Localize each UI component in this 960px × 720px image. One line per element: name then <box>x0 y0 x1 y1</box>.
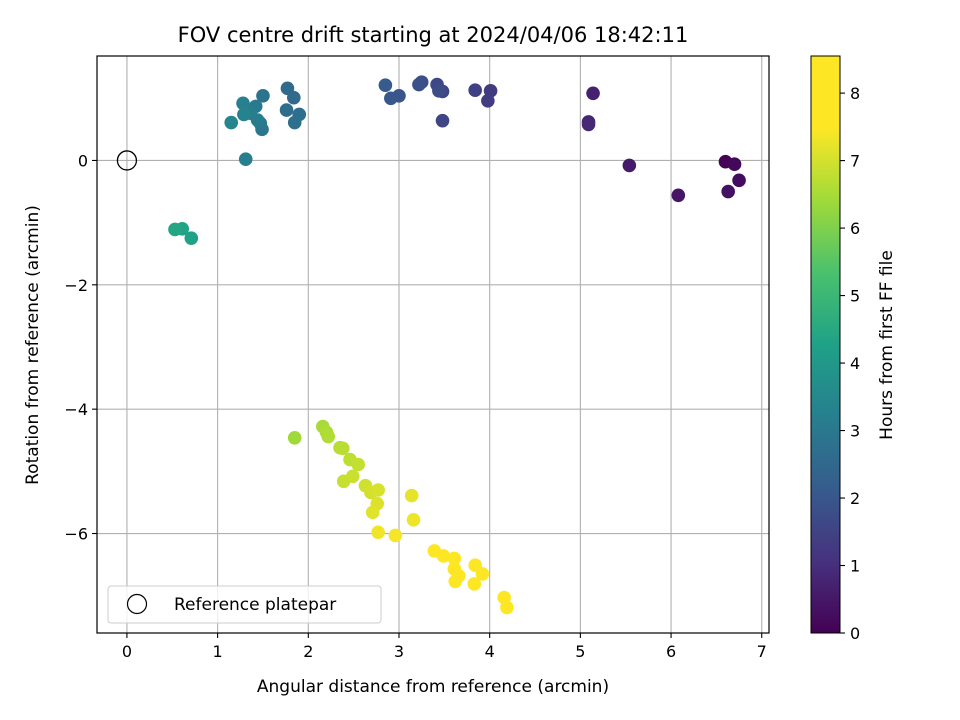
data-point <box>448 574 463 589</box>
data-point <box>404 488 419 503</box>
x-tick-label: 2 <box>303 642 313 661</box>
x-tick-label: 3 <box>394 642 404 661</box>
data-point <box>721 184 735 199</box>
colorbar-tick-label: 7 <box>850 152 860 171</box>
y-tick-label: −6 <box>64 525 88 544</box>
grid-lines <box>97 56 769 633</box>
x-tick-label: 5 <box>575 642 585 661</box>
data-point <box>378 78 393 93</box>
data-point <box>436 549 451 563</box>
data-point <box>371 525 385 540</box>
data-point <box>279 103 294 117</box>
legend: Reference platepar <box>107 585 382 624</box>
data-point <box>500 600 514 615</box>
data-point <box>622 158 637 173</box>
x-tick-label: 7 <box>757 642 767 661</box>
y-axis-label: Rotation from reference (arcmin) <box>23 205 43 485</box>
data-point <box>671 188 686 203</box>
data-point <box>237 107 251 122</box>
x-axis-label: Angular distance from reference (arcmin) <box>257 677 609 697</box>
data-point <box>184 231 199 245</box>
colorbar-tick-label: 6 <box>850 219 860 238</box>
data-point <box>287 115 302 130</box>
data-point <box>335 441 350 456</box>
legend-box <box>107 585 382 624</box>
scatter-points <box>168 75 746 615</box>
y-tick-label: 0 <box>78 151 88 170</box>
data-point <box>371 483 385 497</box>
data-point <box>384 91 398 106</box>
data-point <box>475 567 490 581</box>
colorbar-tick-label: 2 <box>850 489 860 508</box>
data-point <box>351 457 365 472</box>
data-point <box>321 429 336 444</box>
data-point <box>388 528 403 543</box>
data-point <box>586 86 600 101</box>
x-axis-ticks: 0 1 2 3 4 5 6 7 <box>122 633 767 661</box>
data-point <box>224 115 239 130</box>
data-point <box>412 77 426 92</box>
data-point <box>287 430 302 445</box>
colorbar-label: Hours from first FF file <box>877 250 897 440</box>
y-tick-label: −2 <box>64 276 88 295</box>
data-point <box>236 96 250 111</box>
chart-title: FOV centre drift starting at 2024/04/06 … <box>178 23 689 47</box>
legend-marker-reference <box>126 593 148 615</box>
data-point <box>481 93 495 108</box>
data-point <box>447 551 462 566</box>
y-tick-label: −4 <box>64 400 88 419</box>
y-axis-ticks: 0 −2 −4 −6 <box>64 151 97 544</box>
plot-area-frame <box>96 55 770 634</box>
x-tick-label: 1 <box>213 642 223 661</box>
data-point <box>581 117 596 132</box>
data-point <box>467 577 482 591</box>
colorbar-tick-label: 4 <box>850 354 860 373</box>
colorbar: 0 1 2 3 4 5 6 7 8 Hours from first FF file <box>810 55 897 643</box>
reference-marker-layer <box>116 150 138 171</box>
x-tick-label: 6 <box>666 642 676 661</box>
reference-platepar-marker <box>116 150 138 171</box>
colorbar-tick-label: 5 <box>850 287 860 306</box>
data-point <box>345 469 360 484</box>
data-point <box>365 505 380 520</box>
colorbar-tick-label: 1 <box>850 557 860 576</box>
data-point <box>727 157 742 171</box>
data-point <box>432 84 446 98</box>
data-point <box>406 513 421 527</box>
data-point <box>168 222 182 237</box>
data-point <box>256 88 270 103</box>
data-point <box>286 90 301 105</box>
data-point <box>238 152 253 167</box>
colorbar-tick-label: 3 <box>850 422 860 441</box>
x-tick-label: 0 <box>122 642 132 661</box>
colorbar-tick-label: 0 <box>850 624 860 643</box>
colorbar-ticks: 0 1 2 3 4 5 6 7 8 <box>840 84 860 643</box>
x-tick-label: 4 <box>485 642 495 661</box>
legend-label-reference: Reference platepar <box>174 595 336 615</box>
colorbar-gradient <box>810 55 841 634</box>
data-point <box>732 173 746 188</box>
data-point <box>468 83 482 97</box>
colorbar-tick-label: 8 <box>850 84 860 103</box>
data-point <box>435 113 450 128</box>
